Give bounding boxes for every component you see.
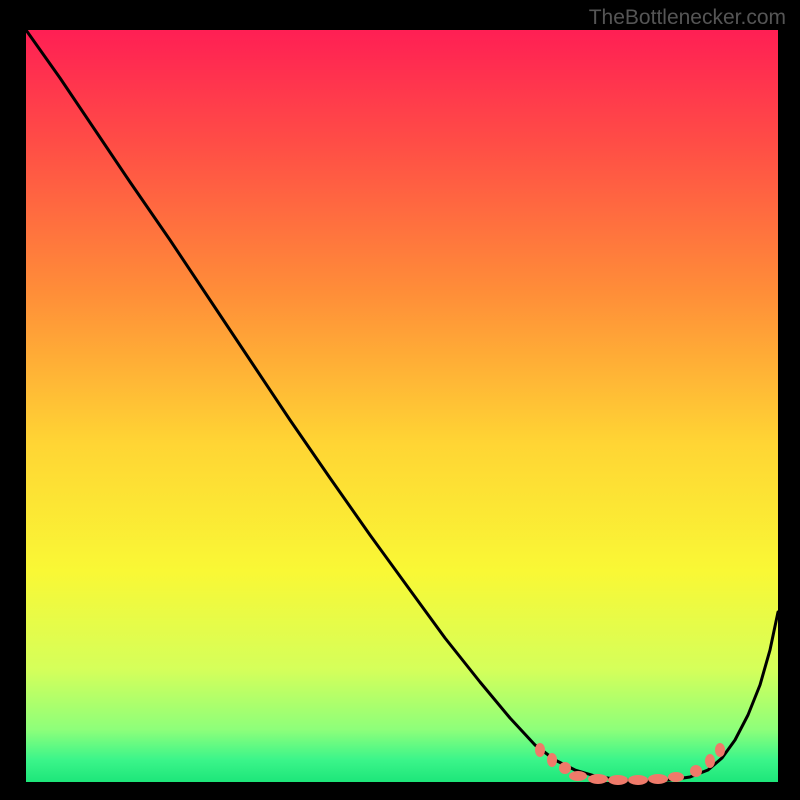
marker-dot <box>668 772 684 782</box>
marker-dot <box>559 762 571 774</box>
marker-dot <box>535 743 545 757</box>
marker-dot <box>648 774 668 784</box>
marker-dot <box>690 765 702 777</box>
marker-dot <box>588 774 608 784</box>
marker-dot <box>547 753 557 767</box>
marker-dot <box>705 754 715 768</box>
watermark-text: TheBottlenecker.com <box>589 6 786 30</box>
marker-dot <box>628 775 648 785</box>
marker-dot <box>608 775 628 785</box>
bottleneck-chart <box>0 0 800 800</box>
marker-dot <box>569 771 587 781</box>
marker-dot <box>715 743 725 757</box>
plot-background <box>26 30 778 782</box>
